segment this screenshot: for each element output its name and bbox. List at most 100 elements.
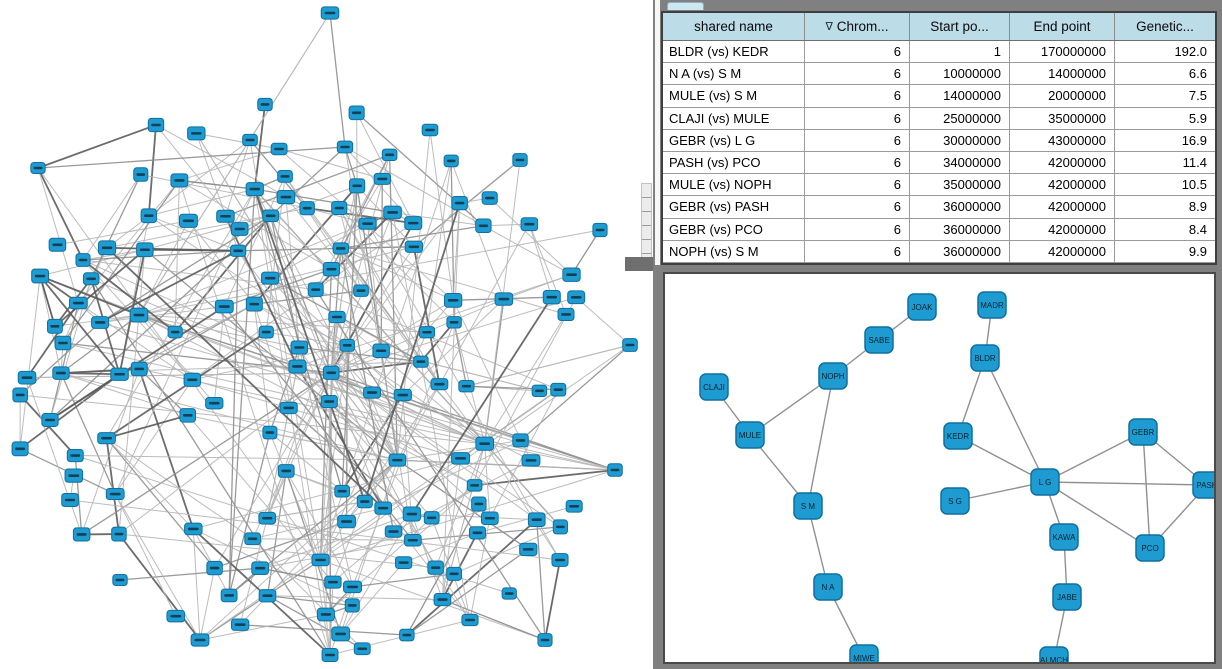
network-node[interactable]	[317, 607, 335, 622]
network-node[interactable]: PASH	[1192, 471, 1214, 499]
detail-network-canvas[interactable]: JOAK SABE NOPH CLAJI MULE S M N A MIWE MADR BLDR K…	[665, 274, 1214, 662]
network-node[interactable]: MADR	[977, 291, 1007, 319]
table-row[interactable]: PASH (vs) PCO 6 34000000 42000000 11.4	[663, 151, 1215, 175]
network-node[interactable]	[205, 396, 224, 410]
network-node[interactable]	[481, 191, 498, 205]
network-node[interactable]	[68, 296, 88, 310]
network-node[interactable]	[443, 154, 459, 168]
network-node[interactable]	[531, 384, 548, 397]
network-node[interactable]	[91, 316, 110, 329]
network-edge[interactable]	[984, 357, 1046, 483]
network-node[interactable]	[356, 494, 373, 509]
overview-network-panel[interactable]	[0, 0, 653, 669]
network-node[interactable]	[64, 468, 84, 483]
table-row[interactable]: MULE (vs) NOPH 6 35000000 42000000 10.5	[663, 174, 1215, 197]
network-node[interactable]: JOAK	[907, 293, 937, 321]
network-node[interactable]	[220, 588, 238, 603]
network-node[interactable]	[112, 573, 128, 587]
network-node[interactable]	[418, 326, 436, 339]
table-row[interactable]: GEBR (vs) L G 6 30000000 43000000 16.9	[663, 129, 1215, 152]
network-node[interactable]	[413, 355, 429, 368]
network-node[interactable]	[245, 296, 263, 312]
network-node[interactable]	[136, 242, 154, 258]
network-node[interactable]	[381, 148, 398, 162]
network-node[interactable]	[262, 425, 278, 440]
network-node[interactable]	[372, 343, 390, 359]
network-node[interactable]	[388, 453, 407, 467]
network-node[interactable]: ALMCH	[1039, 646, 1069, 662]
network-node[interactable]	[190, 633, 210, 647]
network-edge[interactable]	[807, 375, 834, 507]
network-node[interactable]	[133, 167, 149, 182]
network-node[interactable]	[31, 268, 50, 284]
network-node[interactable]	[214, 299, 234, 314]
network-node[interactable]: SABE	[864, 326, 894, 354]
network-node[interactable]	[130, 361, 148, 377]
network-node[interactable]	[178, 213, 198, 228]
network-node[interactable]	[471, 496, 487, 512]
network-node[interactable]	[147, 117, 165, 133]
network-node[interactable]	[353, 284, 369, 297]
network-node[interactable]	[245, 182, 264, 197]
network-node[interactable]	[328, 310, 346, 324]
network-node[interactable]	[344, 598, 360, 613]
network-node[interactable]	[129, 307, 149, 323]
network-node[interactable]	[332, 242, 349, 255]
network-node[interactable]: NOPH	[818, 362, 848, 390]
table-row[interactable]: GEBR (vs) PASH 6 36000000 42000000 8.9	[663, 196, 1215, 219]
network-node[interactable]	[374, 501, 393, 515]
network-node[interactable]	[230, 618, 250, 631]
network-node[interactable]	[331, 201, 348, 216]
network-node[interactable]	[552, 519, 568, 535]
network-node[interactable]	[258, 511, 277, 525]
network-node[interactable]	[363, 386, 381, 399]
network-node[interactable]	[557, 307, 575, 321]
network-node[interactable]	[421, 123, 439, 137]
table-row[interactable]: N A (vs) S M 6 10000000 14000000 6.6	[663, 63, 1215, 86]
network-node[interactable]: GEBR	[1128, 418, 1158, 446]
network-node[interactable]	[167, 325, 183, 339]
network-edge[interactable]	[1044, 431, 1144, 483]
network-node[interactable]	[97, 240, 117, 256]
network-node[interactable]: MULE	[735, 421, 765, 449]
network-node[interactable]	[402, 506, 421, 522]
network-node[interactable]	[230, 244, 247, 257]
network-node[interactable]	[607, 463, 623, 477]
network-node[interactable]	[494, 292, 514, 306]
network-node[interactable]	[311, 553, 330, 567]
network-node[interactable]	[466, 479, 483, 492]
network-node[interactable]	[72, 527, 91, 542]
network-node[interactable]	[230, 222, 249, 236]
network-node[interactable]	[512, 153, 528, 167]
network-node[interactable]	[166, 609, 186, 623]
column-header-4[interactable]: Genetic...	[1115, 13, 1215, 40]
table-row[interactable]: BLDR (vs) KEDR 6 1 170000000 192.0	[663, 41, 1215, 64]
network-node[interactable]	[373, 172, 391, 185]
network-node[interactable]	[257, 97, 273, 112]
network-node[interactable]	[393, 388, 412, 402]
network-edge[interactable]	[1044, 481, 1208, 486]
network-node[interactable]	[61, 493, 79, 507]
network-node[interactable]	[270, 142, 288, 156]
network-node[interactable]	[258, 325, 274, 339]
network-node[interactable]	[521, 454, 541, 467]
network-node[interactable]	[288, 359, 307, 374]
network-node[interactable]: S G	[940, 487, 970, 515]
network-node[interactable]	[423, 511, 440, 525]
network-node[interactable]	[48, 237, 67, 252]
network-node[interactable]	[261, 271, 280, 285]
network-node[interactable]	[242, 133, 258, 147]
table-tab-stub[interactable]	[667, 2, 704, 10]
network-node[interactable]	[520, 217, 539, 232]
network-node[interactable]	[592, 222, 608, 238]
network-node[interactable]	[30, 161, 46, 175]
network-node[interactable]	[46, 318, 63, 334]
network-node[interactable]	[183, 372, 202, 387]
network-node[interactable]	[179, 408, 197, 423]
network-node[interactable]	[451, 452, 471, 465]
network-node[interactable]	[187, 126, 206, 141]
network-node[interactable]	[216, 209, 235, 223]
network-node[interactable]	[170, 173, 189, 188]
network-node[interactable]	[251, 561, 269, 575]
network-node[interactable]	[339, 338, 355, 352]
